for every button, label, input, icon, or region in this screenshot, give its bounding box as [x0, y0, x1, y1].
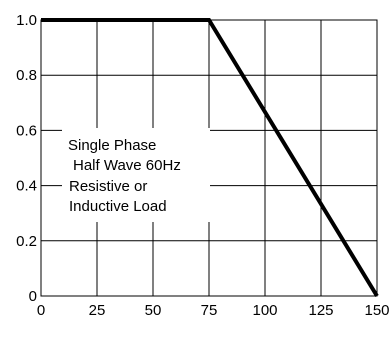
y-tick-label: 0.2: [16, 233, 37, 250]
y-tick-label: 0.4: [16, 178, 37, 195]
tick-labels: 0 25 50 75 100 125 150 0 0.2 0.4 0.6 0.8 1.0: [16, 12, 389, 319]
x-tick-label: 75: [201, 302, 218, 319]
y-tick-label: 1.0: [16, 12, 37, 29]
annotation-line-4: Inductive Load: [69, 198, 167, 215]
x-tick-label: 125: [308, 302, 333, 319]
x-tick-label: 50: [145, 302, 162, 319]
series: [41, 18, 379, 298]
annotation-line-3: Resistive or: [69, 178, 147, 195]
annotation-box: Single Phase Half Wave 60Hz Resistive or…: [62, 128, 210, 222]
annotation-background: [62, 128, 210, 222]
series-line: [41, 18, 379, 298]
x-tick-label: 100: [252, 302, 277, 319]
annotation-line-1: Single Phase: [68, 137, 156, 154]
y-tick-label: 0: [29, 288, 37, 305]
x-tick-label: 150: [364, 302, 389, 319]
x-tick-label: 25: [89, 302, 106, 319]
y-tick-label: 0.6: [16, 122, 37, 139]
y-tick-label: 0.8: [16, 67, 37, 84]
x-tick-label: 0: [37, 302, 45, 319]
annotation-line-2: Half Wave 60Hz: [73, 157, 181, 174]
